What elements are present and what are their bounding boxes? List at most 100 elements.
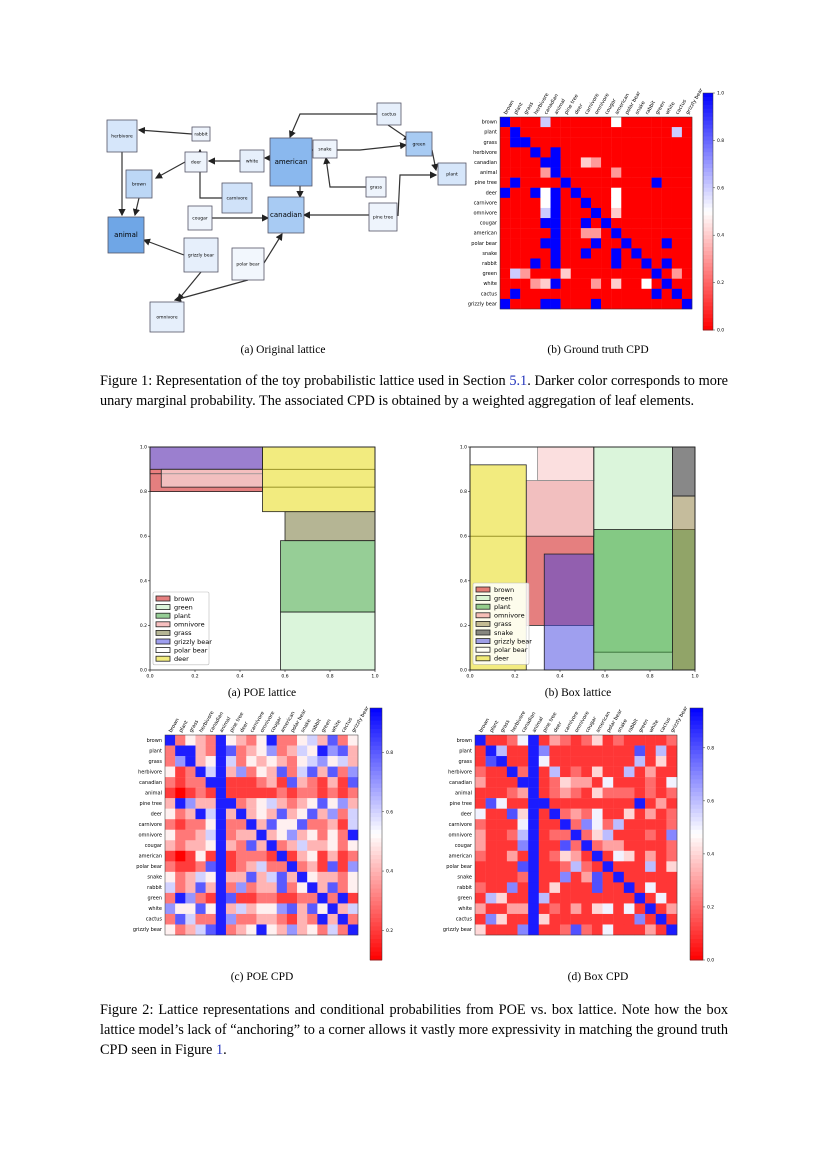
heatmap-cell [256,829,267,841]
heatmap-cell [266,735,277,746]
heatmap-cell [645,840,656,851]
heatmap-cell [185,808,196,820]
heatmap-cell [530,258,541,269]
heatmap-cell [655,798,667,809]
heatmap-cell [297,892,308,904]
heatmap-cell [613,766,625,778]
heatmap-cell [530,177,541,188]
colorbar-strip [690,804,703,810]
heatmap-cell [225,861,237,873]
y-tick-label: 1.0 [140,445,147,451]
heatmap-cell [266,882,277,894]
heatmap-cell [634,871,646,883]
heatmap-cell [613,840,625,851]
figure-link[interactable]: 1 [215,1042,224,1058]
heatmap-cell [485,787,497,799]
subcaption: (b) Box lattice [544,687,612,699]
heatmap-cell [538,892,550,904]
heatmap-cell [297,903,308,915]
heatmap-cell [266,766,277,778]
heatmap-cell [506,903,518,915]
heatmap-cell [570,735,582,746]
heatmap-cell [485,882,497,894]
x-tick-label: 0.0 [146,674,153,680]
heatmap-cell [185,829,196,841]
colorbar-frame [369,707,383,961]
heatmap-cell [621,187,632,199]
lattice-node [187,205,213,231]
heatmap-cell [623,871,635,883]
heatmap-cell [286,787,298,799]
heatmap-cell [538,808,550,820]
heatmap-cell [631,258,642,269]
heatmap-cell [236,735,247,746]
heatmap-cell [590,228,602,239]
colorbar-strip [370,750,382,755]
heatmap-cell [570,228,582,239]
heatmap-cell [510,117,521,128]
heatmap-cell [286,798,298,809]
heatmap-cell [590,137,602,148]
heatmap-cell [266,892,277,904]
heatmap-cell [549,913,561,925]
heatmap-cell [175,735,186,746]
heatmap-cell [496,871,508,883]
heatmap-cell [337,861,349,873]
row-label: american [474,231,497,237]
heatmap-cell [591,766,603,778]
heatmap-cell [528,766,539,778]
heatmap-cell [681,268,693,279]
colorbar-tick-label: 0.8 [717,138,724,144]
heatmap-cell [661,268,672,279]
heatmap-cell [337,735,349,746]
heatmap-cell [195,924,206,936]
heatmap-cell [570,218,582,229]
heatmap-cell [506,829,518,841]
heatmap-cell [195,808,206,820]
heatmap-cell [496,819,508,830]
heatmap-cell [500,187,511,199]
colorbar-strip [690,884,703,890]
heatmap-cell [496,777,508,788]
heatmap-cell [347,861,359,873]
heatmap-cell [580,137,592,148]
colorbar-strip [690,939,703,944]
heatmap-cell [590,177,602,188]
axes-frame [469,446,696,671]
caption-text: . [223,1042,227,1058]
heatmap-cell [500,197,511,209]
colorbar-strip [703,168,713,173]
heatmap-cell [581,766,593,778]
heatmap-cell [297,735,308,746]
heatmap-cell [506,756,518,767]
heatmap-cell [651,117,662,128]
section-link[interactable]: 5.1 [509,373,528,389]
heatmap-cell [623,840,635,851]
heatmap-cell [634,735,646,746]
heatmap-cell [602,777,614,788]
heatmap-cell [651,238,662,249]
colorbar-strip [370,892,382,898]
heatmap-cell [517,892,529,904]
heatmap-cell [475,819,486,830]
heatmap-cell [165,871,176,883]
heatmap-cell [185,798,196,809]
heatmap-cell [496,924,508,936]
heatmap-cell [236,819,247,830]
heatmap-cell [286,808,298,820]
heatmap-cell [549,871,561,883]
heatmap-cell [623,829,635,841]
heatmap-cell [651,278,662,289]
heatmap-cell [651,157,662,168]
heatmap-cell [347,756,359,767]
heatmap-cell [506,861,518,873]
heatmap-cell [215,840,227,851]
heatmap-cell [590,127,602,138]
colorbar-strip [690,750,703,755]
heatmap-cell [528,924,539,936]
heatmap-cell [631,187,642,199]
heatmap-cell [601,248,612,259]
heatmap-cell [590,207,602,219]
node-label: pine tree [373,215,393,221]
